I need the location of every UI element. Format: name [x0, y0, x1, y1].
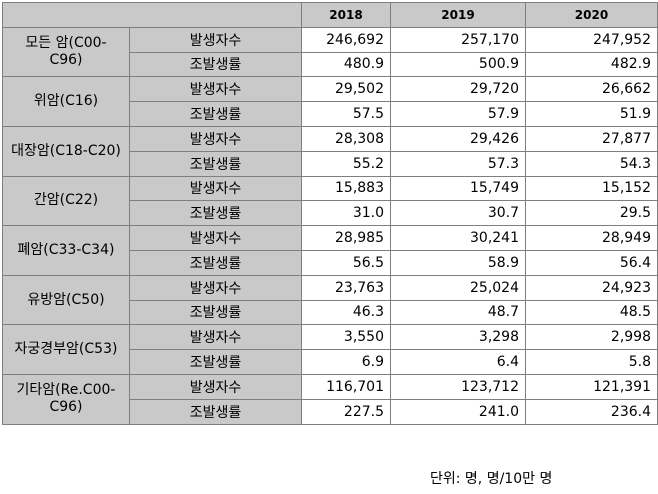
value-cell: 30.7	[390, 200, 526, 227]
value-cell: 24,923	[525, 274, 658, 301]
value-cell: 58.9	[390, 249, 526, 276]
table-row: 조발생률 480.9 500.9 482.9	[3, 51, 658, 78]
table-row: 조발생률 57.5 57.9 51.9	[3, 101, 658, 127]
group-label: 간암(C22)	[2, 175, 130, 227]
header-corner	[2, 2, 302, 28]
value-cell: 46.3	[301, 299, 391, 326]
header-row: 2018 2019 2020	[2, 2, 658, 28]
group-label: 모든 암(C00-C96)	[2, 26, 130, 78]
group-label: 폐암(C33-C34)	[2, 225, 130, 276]
value-cell: 241.0	[390, 398, 526, 425]
metric-label: 발생자수	[129, 225, 302, 251]
value-cell: 227.5	[301, 398, 391, 425]
value-cell: 2,998	[525, 324, 658, 351]
metric-label: 조발생률	[129, 349, 302, 375]
value-cell: 246,692	[301, 26, 391, 53]
table-row: 폐암(C33-C34) 발생자수 28,985 30,241 28,949	[2, 225, 658, 276]
metric-label: 조발생률	[129, 150, 302, 177]
group-label: 유방암(C50)	[2, 274, 130, 326]
value-cell: 29,502	[301, 76, 391, 103]
metric-label: 조발생률	[129, 299, 302, 326]
data-table: 2018 2019 2020 모든 암(C00-C96) 발생자수 246,692 257…	[2, 2, 658, 425]
table-row: 모든 암(C00-C96) 발생자수 246,692 257,170 247,952	[2, 26, 658, 78]
value-cell: 28,985	[301, 225, 391, 251]
metric-label: 발생자수	[129, 76, 302, 103]
metric-label: 발생자수	[129, 274, 302, 301]
value-cell: 25,024	[390, 274, 526, 301]
metric-label: 발생자수	[129, 175, 302, 202]
value-cell: 56.4	[525, 249, 658, 276]
value-cell: 121,391	[525, 373, 658, 400]
table-row: 유방암(C50) 발생자수 23,763 25,024 24,923	[2, 274, 658, 326]
table-row: 조발생률 227.5 241.0 236.4	[3, 398, 658, 425]
metric-label: 조발생률	[129, 101, 302, 127]
value-cell: 3,298	[390, 324, 526, 351]
value-cell: 15,883	[301, 175, 391, 202]
value-cell: 26,662	[525, 76, 658, 103]
value-cell: 29.5	[525, 200, 658, 227]
metric-label: 발생자수	[129, 324, 302, 351]
table-row: 기타암(Re.C00-C96) 발생자수 116,701 123,712 121,391	[2, 373, 658, 425]
year-header: 2018	[301, 2, 391, 28]
group-label: 위암(C16)	[2, 76, 130, 127]
value-cell: 6.4	[390, 349, 526, 375]
value-cell: 48.7	[390, 299, 526, 326]
value-cell: 48.5	[525, 299, 658, 326]
value-cell: 236.4	[525, 398, 658, 425]
value-cell: 23,763	[301, 274, 391, 301]
table-row: 조발생률 31.0 30.7 29.5	[3, 200, 658, 227]
value-cell: 500.9	[390, 51, 526, 78]
value-cell: 3,550	[301, 324, 391, 351]
table-row: 조발생률 46.3 48.7 48.5	[3, 299, 658, 326]
value-cell: 57.5	[301, 101, 391, 127]
value-cell: 482.9	[525, 51, 658, 78]
group-label: 자궁경부암(C53)	[2, 324, 130, 375]
value-cell: 15,152	[525, 175, 658, 202]
metric-label: 발생자수	[129, 125, 302, 152]
value-cell: 30,241	[390, 225, 526, 251]
table-row: 위암(C16) 발생자수 29,502 29,720 26,662	[2, 76, 658, 127]
footnote: 단위: 명, 명/10만 명	[430, 471, 553, 487]
value-cell: 247,952	[525, 26, 658, 53]
table-row: 조발생률 6.9 6.4 5.8	[3, 349, 658, 375]
value-cell: 27,877	[525, 125, 658, 152]
value-cell: 51.9	[525, 101, 658, 127]
table-row: 대장암(C18-C20) 발생자수 28,308 29,426 27,877	[2, 125, 658, 177]
table-row: 간암(C22) 발생자수 15,883 15,749 15,152	[2, 175, 658, 227]
value-cell: 57.9	[390, 101, 526, 127]
value-cell: 480.9	[301, 51, 391, 78]
group-label: 기타암(Re.C00-C96)	[2, 373, 130, 425]
value-cell: 31.0	[301, 200, 391, 227]
table-row: 조발생률 55.2 57.3 54.3	[3, 150, 658, 177]
metric-label: 발생자수	[129, 373, 302, 400]
value-cell: 15,749	[390, 175, 526, 202]
value-cell: 28,308	[301, 125, 391, 152]
value-cell: 6.9	[301, 349, 391, 375]
metric-label: 조발생률	[129, 249, 302, 276]
metric-label: 조발생률	[129, 398, 302, 425]
metric-label: 조발생률	[129, 200, 302, 227]
value-cell: 54.3	[525, 150, 658, 177]
metric-label: 조발생률	[129, 51, 302, 78]
value-cell: 257,170	[390, 26, 526, 53]
value-cell: 55.2	[301, 150, 391, 177]
value-cell: 116,701	[301, 373, 391, 400]
group-label: 대장암(C18-C20)	[2, 125, 130, 177]
value-cell: 5.8	[525, 349, 658, 375]
value-cell: 123,712	[390, 373, 526, 400]
value-cell: 28,949	[525, 225, 658, 251]
metric-label: 발생자수	[129, 26, 302, 53]
value-cell: 56.5	[301, 249, 391, 276]
year-header: 2020	[525, 2, 658, 28]
value-cell: 29,720	[390, 76, 526, 103]
table-body: 모든 암(C00-C96) 발생자수 246,692 257,170 247,952 조발…	[2, 26, 658, 425]
value-cell: 57.3	[390, 150, 526, 177]
year-header: 2019	[390, 2, 526, 28]
value-cell: 29,426	[390, 125, 526, 152]
table-row: 자궁경부암(C53) 발생자수 3,550 3,298 2,998	[2, 324, 658, 375]
